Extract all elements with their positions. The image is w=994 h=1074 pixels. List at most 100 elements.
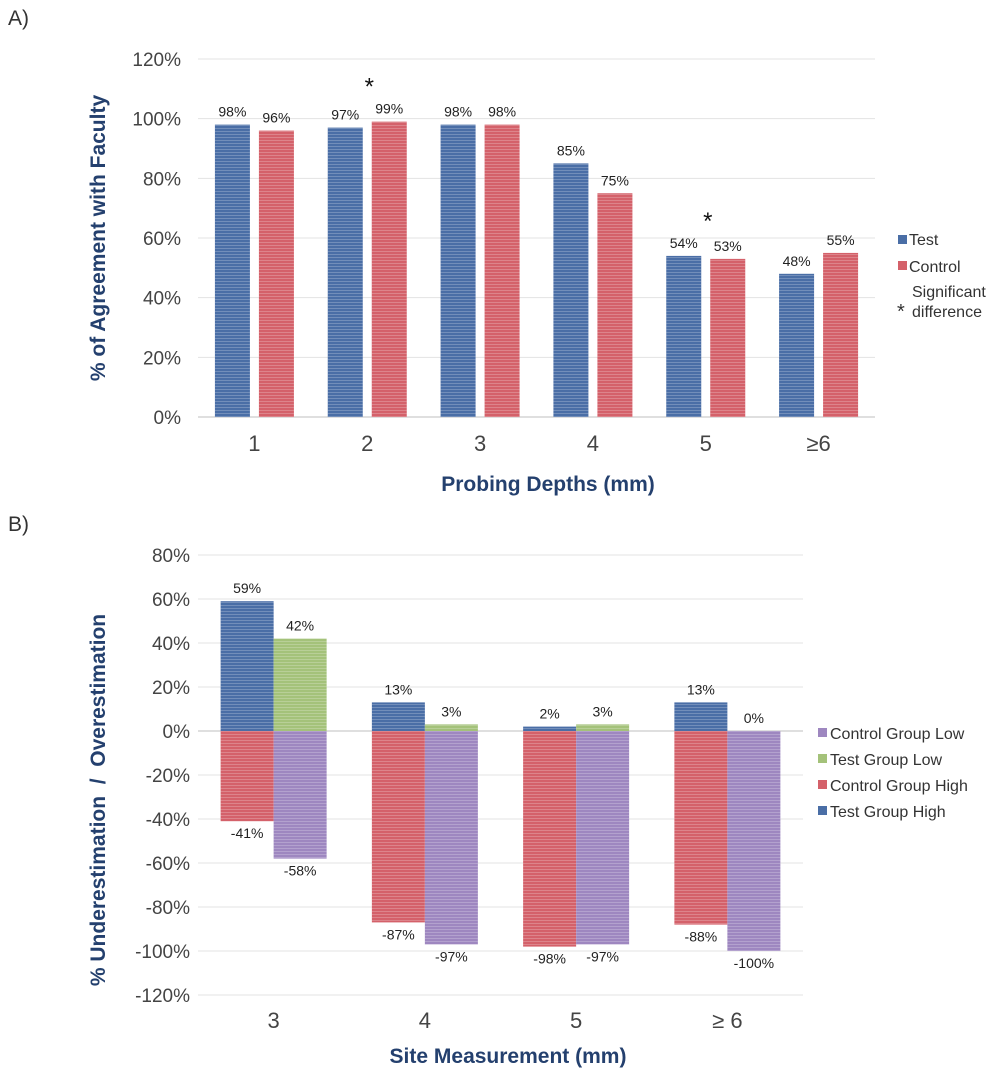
x-tick-label: 4	[419, 1008, 431, 1033]
chart-b-y-axis-title: % Underestimation / Overestimation	[87, 614, 110, 986]
x-tick-label: 3	[474, 431, 486, 456]
y-tick-label: -20%	[146, 766, 190, 787]
bar-control	[823, 252, 859, 417]
significance-marker: *	[703, 208, 712, 235]
y-tick-label: -120%	[135, 986, 190, 1007]
data-label: -98%	[533, 951, 566, 967]
chart-b-x-ticks: 3 4 5 ≥ 6	[268, 1008, 743, 1033]
data-label: -100%	[734, 955, 774, 971]
data-label: 54%	[670, 235, 698, 251]
legend-significance-line2: difference	[912, 304, 982, 321]
data-label: 98%	[218, 104, 246, 120]
data-label: 3%	[441, 703, 461, 719]
bar-control-group-high	[523, 731, 577, 947]
bar-test	[327, 127, 363, 417]
bar-test	[214, 124, 250, 417]
legend-swatch-control	[898, 261, 907, 270]
data-label: 98%	[444, 104, 472, 120]
bar-test-group-high	[523, 726, 577, 731]
bar-test-group-low	[576, 724, 630, 731]
chart-b-data-labels: 59% 42% -41% -58% 13% 3% -87% -97% 2% 3% -98% -97% 1…	[231, 580, 774, 971]
x-tick-label: 5	[570, 1008, 582, 1033]
chart-a-legend: Test Control * Significant difference	[897, 232, 986, 323]
y-tick-label: 80%	[152, 546, 190, 567]
x-tick-label: ≥6	[806, 431, 830, 456]
x-tick-label: 5	[700, 431, 712, 456]
bar-control-group-low	[576, 731, 630, 945]
legend-swatch-control-group-high	[818, 780, 827, 789]
data-label: -41%	[231, 825, 264, 841]
legend-swatch-control-group-low	[818, 728, 827, 737]
legend-label-control: Control	[909, 259, 961, 276]
chart-b-x-axis-title: Site Measurement (mm)	[390, 1045, 627, 1068]
data-label: 2%	[540, 706, 560, 722]
y-tick-label: 100%	[132, 110, 181, 131]
bar-control	[258, 130, 294, 417]
y-tick-label: -80%	[146, 898, 190, 919]
y-tick-label: 40%	[143, 289, 181, 310]
data-label: 55%	[827, 232, 855, 248]
bar-test-group-high	[371, 702, 425, 731]
panel-a-label: A)	[8, 7, 29, 30]
data-label: -88%	[685, 929, 718, 945]
legend-swatch-test	[898, 235, 907, 244]
bar-test	[553, 163, 589, 417]
y-tick-label: -100%	[135, 942, 190, 963]
bar-test-group-low	[273, 638, 327, 731]
bar-control-group-low	[727, 731, 781, 951]
y-tick-label: 0%	[163, 722, 191, 743]
bar-control	[597, 193, 633, 417]
x-tick-label: 3	[268, 1008, 280, 1033]
legend-label-test: Test	[909, 232, 939, 249]
y-tick-label: 120%	[132, 50, 181, 71]
y-tick-label: 80%	[143, 169, 181, 190]
legend-swatch-test-group-high	[818, 806, 827, 815]
chart-b-y-ticks: -120% -100% -80% -60% -40% -20% 0% 20% 40% 60% 80%	[135, 546, 190, 1007]
x-tick-label: 2	[361, 431, 373, 456]
data-label: 0%	[744, 710, 764, 726]
data-label: 98%	[488, 104, 516, 120]
data-label: 85%	[557, 142, 585, 158]
bar-test-group-low	[424, 724, 478, 731]
chart-a-y-axis-title: % of Agreement with Faculty	[87, 95, 110, 382]
bar-control-group-low	[424, 731, 478, 945]
chart-b: B) -120%-100%-80%-60%-40%-20%0%20%40%60%…	[8, 513, 968, 1068]
bar-control-group-low	[273, 731, 327, 859]
bar-control-group-high	[220, 731, 274, 822]
y-tick-label: 20%	[152, 678, 190, 699]
y-tick-label: 60%	[152, 590, 190, 611]
chart-a: A) 0%20%40%60%80%100%120% 98% 96% 97% 99% 98…	[8, 7, 986, 496]
bar-test	[779, 273, 815, 417]
y-tick-label: 60%	[143, 229, 181, 250]
bar-test	[440, 124, 476, 417]
data-label: 13%	[687, 681, 715, 697]
panel-b-label: B)	[8, 513, 29, 536]
chart-a-x-axis-title: Probing Depths (mm)	[441, 473, 655, 496]
x-tick-label: 1	[248, 431, 260, 456]
chart-a-y-ticks: 0% 20% 40% 60% 80% 100% 120%	[132, 50, 181, 429]
bar-test-group-high	[220, 601, 274, 731]
data-label: -87%	[382, 926, 415, 942]
bar-test	[666, 255, 702, 417]
data-label: 75%	[601, 172, 629, 188]
data-label: 3%	[593, 703, 613, 719]
data-label: -97%	[435, 948, 468, 964]
chart-b-legend: Control Group Low Test Group Low Control…	[818, 726, 968, 821]
data-label: 53%	[714, 238, 742, 254]
data-label: 48%	[783, 253, 811, 269]
y-tick-label: 40%	[152, 634, 190, 655]
bar-control-group-high	[371, 731, 425, 923]
data-label: 99%	[375, 101, 403, 117]
data-label: 13%	[384, 681, 412, 697]
legend-label-control-group-high: Control Group High	[830, 778, 968, 795]
legend-significance-line1: Significant	[912, 284, 986, 301]
data-label: 59%	[233, 580, 261, 596]
legend-significance-symbol: *	[897, 301, 905, 323]
bar-control	[710, 258, 746, 417]
x-tick-label: ≥ 6	[712, 1008, 742, 1033]
data-label: -58%	[284, 863, 317, 879]
bar-control	[371, 121, 407, 418]
legend-label-test-group-low: Test Group Low	[830, 752, 943, 769]
data-label: 97%	[331, 107, 359, 123]
